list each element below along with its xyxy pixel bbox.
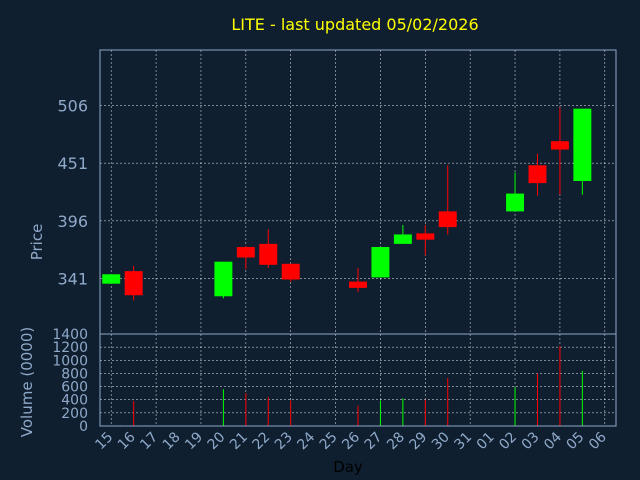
volume-tick-label: 1000 xyxy=(52,353,88,369)
x-tick-label: 04 xyxy=(541,429,565,453)
x-tick-label: 19 xyxy=(182,429,206,453)
x-tick-label: 06 xyxy=(586,429,610,453)
candles xyxy=(102,107,592,301)
x-tick-label: 21 xyxy=(227,429,251,453)
candle-body xyxy=(550,141,569,150)
x-tick-label: 31 xyxy=(451,429,475,453)
volume-tick-label: 1200 xyxy=(52,340,88,356)
x-tick-label: 01 xyxy=(474,429,498,453)
x-axis-label: Day xyxy=(333,458,363,476)
x-tick-label: 29 xyxy=(407,429,431,453)
x-tick-label: 23 xyxy=(272,429,296,453)
volume-bars xyxy=(133,345,583,426)
price-tick-label: 451 xyxy=(57,154,88,173)
x-tick-label: 26 xyxy=(339,429,363,453)
candle-body xyxy=(102,274,121,284)
x-tick-label: 05 xyxy=(564,429,588,453)
x-tick-label: 20 xyxy=(205,429,229,453)
x-tick-label: 18 xyxy=(160,429,184,453)
candle-body xyxy=(371,247,390,278)
candle-body xyxy=(281,263,300,280)
candle-body xyxy=(124,271,143,296)
grid xyxy=(100,50,616,426)
volume-tick-label: 600 xyxy=(61,380,88,396)
volume-tick-label: 200 xyxy=(61,406,88,422)
x-axis: 1516171819202122232425262728293031010203… xyxy=(92,429,610,453)
x-tick-label: 28 xyxy=(384,429,408,453)
candle-body xyxy=(528,165,547,184)
volume-axis-label: Volume (0000) xyxy=(18,327,36,437)
candle-body xyxy=(573,108,592,181)
x-tick-label: 25 xyxy=(317,429,341,453)
candle-body xyxy=(259,243,278,265)
price-tick-label: 506 xyxy=(57,97,88,116)
candle-body xyxy=(349,281,367,288)
x-tick-label: 27 xyxy=(362,429,386,453)
candle-body xyxy=(214,261,233,297)
price-axis-label: Price xyxy=(28,224,46,261)
chart-title: LITE - last updated 05/02/2026 xyxy=(231,15,478,34)
x-tick-label: 24 xyxy=(294,429,318,453)
x-tick-label: 16 xyxy=(115,429,139,453)
price-tick-label: 396 xyxy=(57,212,88,231)
volume-tick-label: 1400 xyxy=(52,327,88,343)
price-axis: 341 396 451 506 xyxy=(57,97,88,289)
candle-body xyxy=(393,234,412,244)
x-tick-label: 02 xyxy=(496,429,520,453)
volume-tick-label: 0 xyxy=(79,419,88,435)
candle-body xyxy=(236,247,255,258)
x-tick-label: 15 xyxy=(92,429,116,453)
candle-body xyxy=(438,211,457,228)
x-tick-label: 03 xyxy=(519,429,543,453)
x-tick-label: 30 xyxy=(429,429,453,453)
x-tick-label: 22 xyxy=(249,429,273,453)
candle-body xyxy=(416,233,435,240)
volume-panel-frame xyxy=(99,333,617,427)
x-tick-label: 17 xyxy=(137,429,161,453)
volume-tick-label: 800 xyxy=(61,366,88,382)
price-tick-label: 341 xyxy=(57,269,88,288)
volume-tick-label: 400 xyxy=(61,393,88,409)
candle-body xyxy=(506,193,525,212)
